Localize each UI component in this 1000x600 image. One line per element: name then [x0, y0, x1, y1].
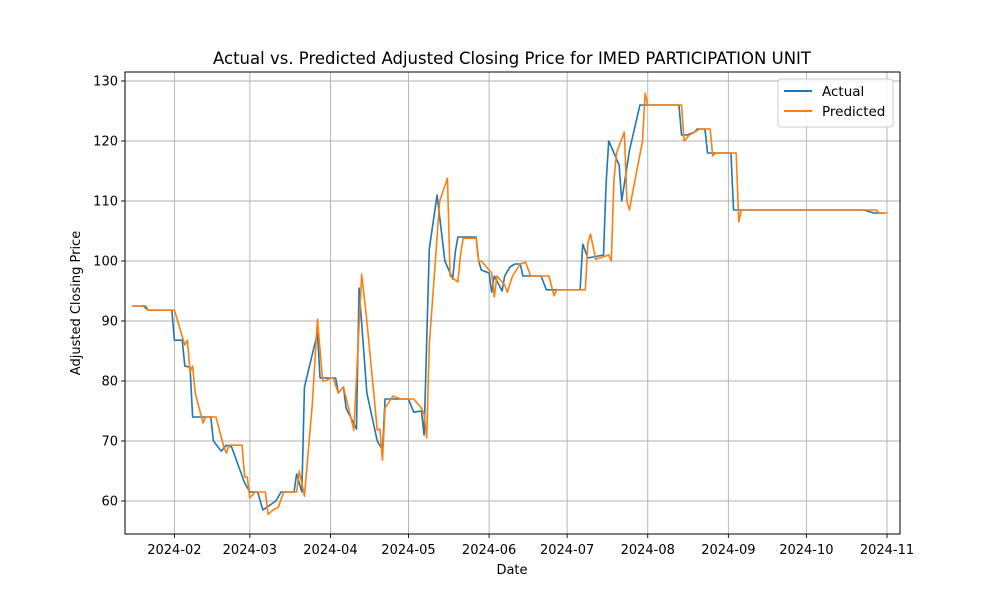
y-tick-label: 120 — [93, 135, 118, 150]
y-tick-label: 60 — [101, 495, 118, 510]
x-tick-label: 2024-06 — [462, 543, 516, 558]
y-tick-label: 80 — [101, 375, 118, 390]
x-axis-label: Date — [496, 563, 527, 578]
x-tick-label: 2024-10 — [779, 543, 833, 558]
x-tick-label: 2024-04 — [303, 543, 357, 558]
x-tick-label: 2024-11 — [860, 543, 914, 558]
y-axis-label: Adjusted Closing Price — [69, 231, 84, 375]
legend: Actual Predicted — [777, 78, 894, 128]
series-layer — [132, 92, 888, 516]
plot-frame — [124, 71, 901, 535]
y-axis: 60 70 80 90 100 110 120 130 — [93, 75, 125, 510]
y-tick-label: 100 — [93, 255, 118, 270]
x-tick-label: 2024-07 — [540, 543, 594, 558]
y-tick-label: 70 — [101, 435, 118, 450]
chart-title: Actual vs. Predicted Adjusted Closing Pr… — [213, 49, 812, 68]
x-tick-label: 2024-09 — [701, 543, 755, 558]
legend-predicted-label: Predicted — [822, 104, 885, 120]
x-tick-label: 2024-02 — [147, 543, 201, 558]
series-actual-line — [132, 104, 886, 511]
x-tick-label: 2024-05 — [381, 543, 435, 558]
legend-actual-label: Actual — [822, 84, 864, 100]
x-tick-label: 2024-08 — [621, 543, 675, 558]
y-tick-label: 90 — [101, 315, 118, 330]
x-axis: 2024-02 2024-03 2024-04 2024-05 2024-06 2024-… — [147, 534, 914, 558]
gridlines — [125, 72, 900, 534]
y-tick-label: 130 — [93, 75, 118, 90]
x-tick-label: 2024-03 — [223, 543, 277, 558]
series-predicted-line — [132, 92, 888, 516]
y-tick-label: 110 — [93, 195, 118, 210]
